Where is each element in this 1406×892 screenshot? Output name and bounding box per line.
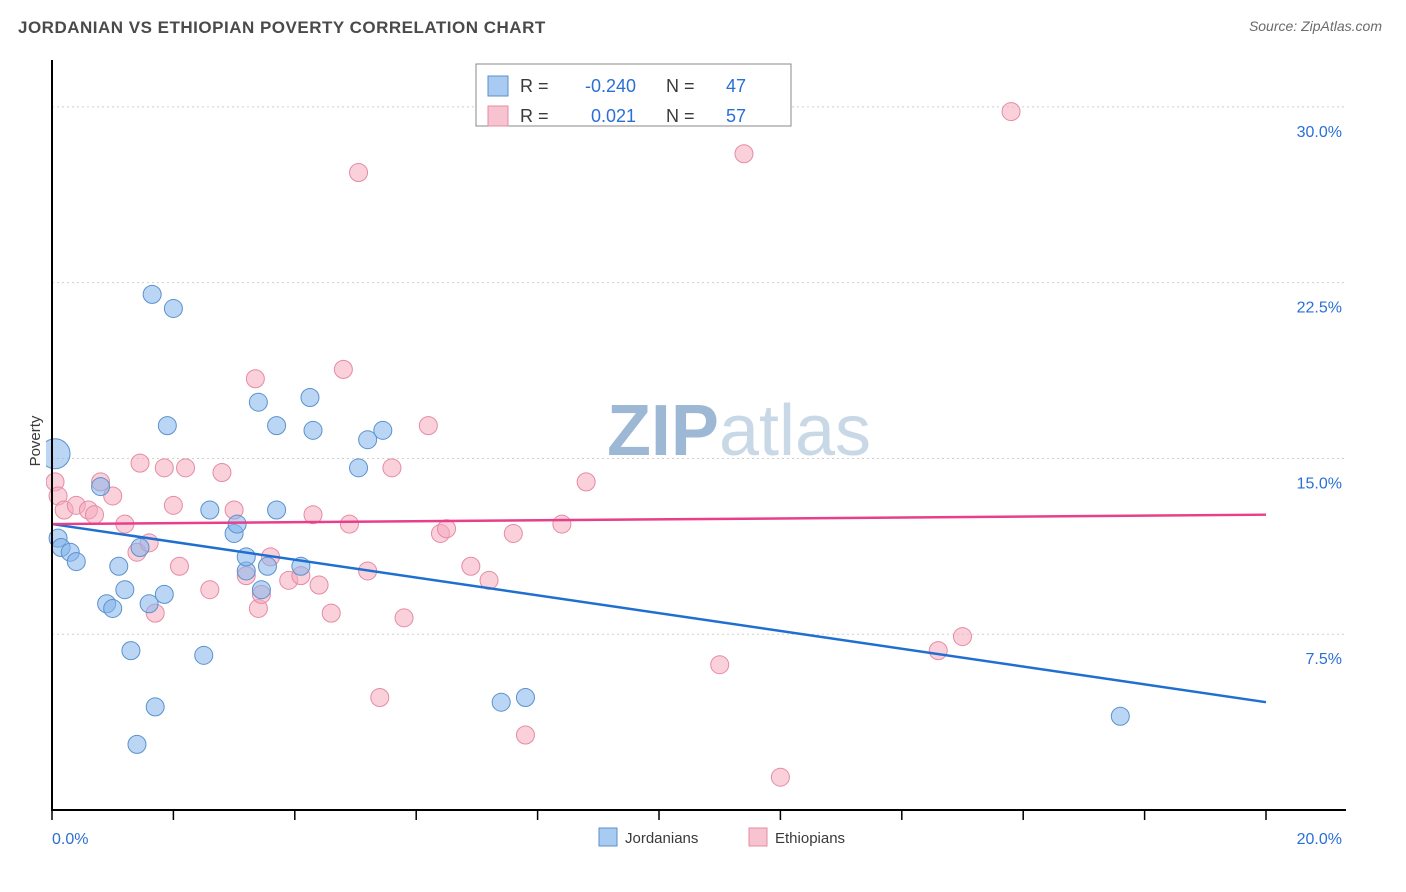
data-point <box>322 604 340 622</box>
data-point <box>371 689 389 707</box>
legend-r-label: R = <box>520 106 549 126</box>
data-point <box>310 576 328 594</box>
data-point <box>1111 707 1129 725</box>
data-point <box>735 145 753 163</box>
data-point <box>158 417 176 435</box>
y-tick-label: 22.5% <box>1297 300 1342 317</box>
legend-swatch <box>488 76 508 96</box>
y-tick-label: 30.0% <box>1297 124 1342 141</box>
data-point <box>201 501 219 519</box>
data-point <box>116 581 134 599</box>
data-point <box>334 360 352 378</box>
bottom-legend-label: Jordanians <box>625 830 698 847</box>
data-point <box>201 581 219 599</box>
data-point <box>553 515 571 533</box>
data-point <box>128 735 146 753</box>
data-point <box>104 599 122 617</box>
data-point <box>492 693 510 711</box>
data-point <box>164 496 182 514</box>
data-point <box>350 164 368 182</box>
data-point <box>374 421 392 439</box>
legend-n-label: N = <box>666 76 695 96</box>
data-point <box>301 389 319 407</box>
watermark: ZIPatlas <box>607 391 871 471</box>
trend-line <box>52 524 1266 702</box>
data-point <box>304 421 322 439</box>
y-tick-label: 7.5% <box>1306 651 1342 668</box>
data-point <box>177 459 195 477</box>
bottom-legend-label: Ethiopians <box>775 830 845 847</box>
bottom-legend-swatch <box>599 828 617 846</box>
data-point <box>268 501 286 519</box>
legend-swatch <box>488 106 508 126</box>
legend-r-value: -0.240 <box>585 76 636 96</box>
data-point <box>350 459 368 477</box>
data-point <box>383 459 401 477</box>
y-tick-label: 15.0% <box>1297 475 1342 492</box>
data-point <box>155 459 173 477</box>
data-point <box>92 478 110 496</box>
data-point <box>195 646 213 664</box>
data-point <box>268 417 286 435</box>
data-point <box>462 557 480 575</box>
data-point <box>131 539 149 557</box>
data-point <box>246 370 264 388</box>
data-point <box>771 768 789 786</box>
data-point <box>110 557 128 575</box>
legend-r-value: 0.021 <box>591 106 636 126</box>
data-point <box>85 506 103 524</box>
data-point <box>1002 103 1020 121</box>
chart-container: JORDANIAN VS ETHIOPIAN POVERTY CORRELATI… <box>0 0 1406 892</box>
data-point <box>46 439 70 469</box>
x-max-label: 20.0% <box>1297 831 1342 848</box>
scatter-plot-svg: 7.5% 15.0% 22.5% 30.0% ZIPatlas 0.0% 20.0% R = -… <box>46 56 1346 886</box>
legend-n-value: 57 <box>726 106 746 126</box>
data-point <box>131 454 149 472</box>
y-axis-label: Poverty <box>27 416 44 467</box>
data-point <box>249 393 267 411</box>
source-attribution: Source: ZipAtlas.com <box>1249 18 1382 34</box>
legend-n-value: 47 <box>726 76 746 96</box>
data-point <box>419 417 437 435</box>
data-point <box>516 689 534 707</box>
data-point <box>929 642 947 660</box>
legend-r-label: R = <box>520 76 549 96</box>
data-point <box>143 285 161 303</box>
x-min-label: 0.0% <box>52 831 88 848</box>
data-point <box>146 698 164 716</box>
data-point <box>67 553 85 571</box>
bottom-legend-swatch <box>749 828 767 846</box>
data-point <box>340 515 358 533</box>
data-point <box>258 557 276 575</box>
data-point <box>504 524 522 542</box>
data-point <box>170 557 188 575</box>
data-point <box>711 656 729 674</box>
data-point <box>252 581 270 599</box>
data-point <box>516 726 534 744</box>
chart-title: JORDANIAN VS ETHIOPIAN POVERTY CORRELATI… <box>18 18 546 38</box>
data-point <box>155 585 173 603</box>
data-point <box>213 464 231 482</box>
data-point <box>164 299 182 317</box>
plot-area: Poverty 7.5%15.0%22.5%30.0%ZIPatlas0.0%2… <box>46 56 1346 826</box>
data-point <box>228 515 246 533</box>
legend-n-label: N = <box>666 106 695 126</box>
data-point <box>438 520 456 538</box>
data-point <box>577 473 595 491</box>
data-point <box>954 628 972 646</box>
data-point <box>395 609 413 627</box>
data-point <box>122 642 140 660</box>
